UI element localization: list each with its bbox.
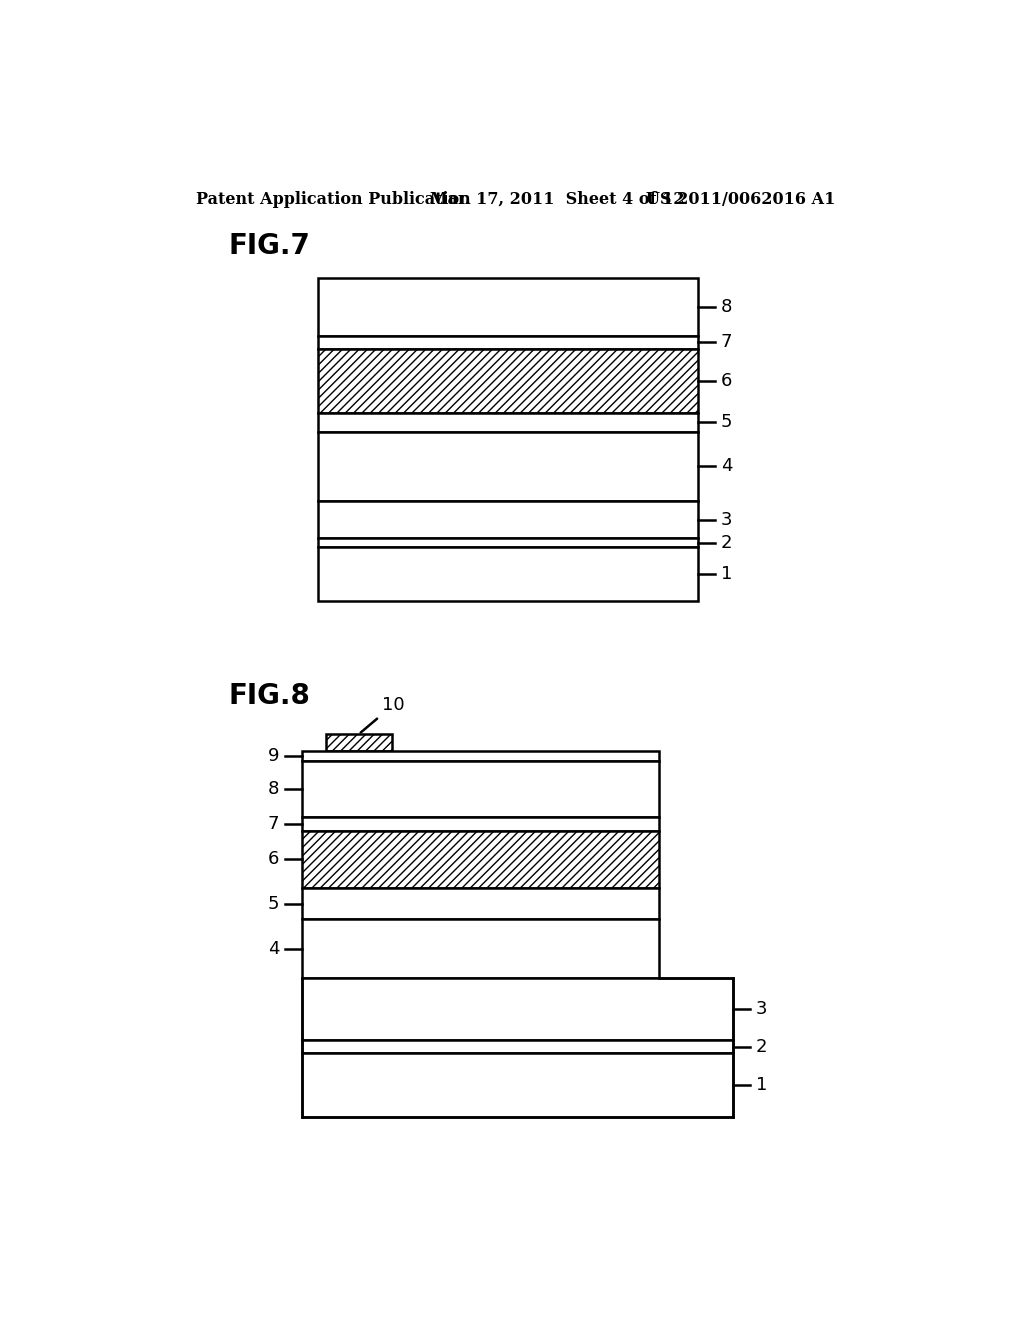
Bar	[317, 432, 697, 502]
Bar	[317, 350, 697, 412]
Bar	[317, 277, 697, 335]
Bar	[302, 762, 658, 817]
Bar	[302, 888, 658, 919]
Text: 7: 7	[267, 814, 280, 833]
Text: 10: 10	[360, 696, 404, 733]
Text: 4: 4	[721, 458, 732, 475]
Text: 7: 7	[721, 334, 732, 351]
Text: 1: 1	[721, 565, 732, 583]
Bar	[317, 412, 697, 432]
Bar	[302, 817, 658, 830]
Text: FIG.8: FIG.8	[228, 682, 310, 710]
Bar	[317, 539, 697, 548]
Bar	[302, 751, 658, 762]
Text: 6: 6	[267, 850, 280, 869]
Text: Mar. 17, 2011  Sheet 4 of 12: Mar. 17, 2011 Sheet 4 of 12	[430, 191, 685, 207]
Text: 8: 8	[721, 297, 732, 315]
Text: 9: 9	[267, 747, 280, 766]
Text: 5: 5	[267, 895, 280, 912]
Bar	[317, 548, 697, 601]
Text: 6: 6	[721, 372, 732, 389]
Text: FIG.7: FIG.7	[228, 231, 310, 260]
Bar	[302, 978, 732, 1040]
Text: US 2011/0062016 A1: US 2011/0062016 A1	[646, 191, 836, 207]
Text: 5: 5	[721, 413, 732, 432]
Text: 2: 2	[756, 1038, 767, 1056]
Bar	[302, 1040, 732, 1053]
Text: Patent Application Publication: Patent Application Publication	[197, 191, 471, 207]
Text: 3: 3	[721, 511, 732, 528]
Text: 1: 1	[756, 1076, 767, 1094]
Bar	[317, 335, 697, 350]
Bar	[317, 502, 697, 539]
Bar	[302, 919, 658, 978]
Text: 2: 2	[721, 533, 732, 552]
Text: 8: 8	[267, 780, 280, 799]
Text: 4: 4	[267, 940, 280, 958]
Bar	[302, 1053, 732, 1117]
Text: 3: 3	[756, 1001, 767, 1018]
Bar	[326, 734, 391, 751]
Bar	[302, 830, 658, 888]
